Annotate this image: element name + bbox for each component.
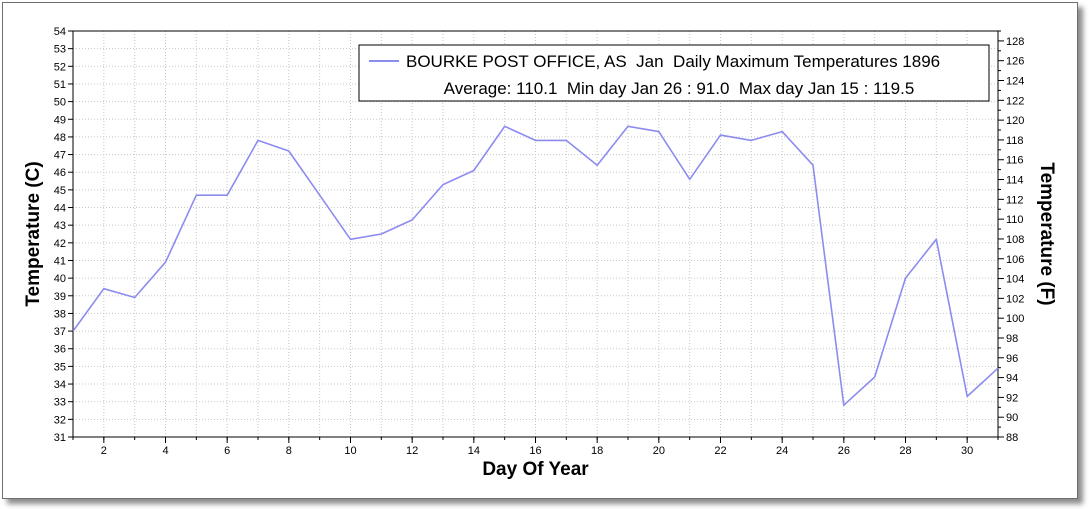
x-tick-label: 4 (162, 445, 168, 457)
x-tick-label: 18 (591, 445, 603, 457)
legend-stats: Average: 110.1 Min day Jan 26 : 91.0 Max… (444, 79, 915, 98)
y-right-tick-label: 100 (1006, 313, 1024, 325)
y-right-tick-label: 94 (1006, 373, 1018, 385)
y-right-tick-label: 126 (1006, 56, 1024, 68)
y-left-tick-label: 50 (54, 97, 66, 109)
y-left-tick-label: 38 (54, 308, 66, 320)
chart-frame: 2 4 6 8 10 12 14 16 18 20 22 24 26 28 30 31 32 33 34 35 36 37… (2, 2, 1078, 499)
x-tick-label: 12 (406, 445, 418, 457)
x-tick-label: 14 (468, 445, 480, 457)
y-left-tick-label: 36 (54, 344, 66, 356)
y-right-tick-label: 118 (1006, 135, 1024, 147)
y-left-tick-label: 51 (54, 79, 66, 91)
y-left-tick-label: 31 (54, 432, 66, 444)
y-left-tick-label: 32 (54, 414, 66, 426)
y-right-tick-label: 106 (1006, 254, 1024, 266)
series-line (72, 125, 999, 407)
x-tick-label: 10 (344, 445, 356, 457)
y-left-tick-label: 45 (54, 185, 66, 197)
y-right-tick-label: 98 (1006, 333, 1018, 345)
y-right-tick-label: 104 (1006, 274, 1024, 286)
legend: BOURKE POST OFFICE, AS Jan Daily Maximum… (358, 44, 990, 102)
y-right-tick-label: 116 (1006, 155, 1024, 167)
x-tick-label: 24 (776, 445, 788, 457)
y-right-tick-label: 112 (1006, 194, 1024, 206)
y-left-tick-label: 42 (54, 238, 66, 250)
x-tick-label: 16 (529, 445, 541, 457)
y-left-tick-label: 41 (54, 255, 66, 267)
y-right-tick-label: 128 (1006, 36, 1024, 48)
y-right-tick-label: 124 (1006, 76, 1024, 88)
x-tick-label: 8 (286, 445, 292, 457)
x-tick-label: 6 (224, 445, 230, 457)
x-tick-label: 22 (714, 445, 726, 457)
legend-title: BOURKE POST OFFICE, AS Jan Daily Maximum… (406, 52, 940, 71)
y-right-tick-label: 108 (1006, 234, 1024, 246)
y-left-tick-label: 33 (54, 397, 66, 409)
legend-box (358, 44, 990, 102)
y-left-tick-label: 39 (54, 291, 66, 303)
y-left-tick-label: 44 (54, 203, 66, 215)
y-left-tick-label: 53 (54, 44, 66, 56)
y-left-tick-label: 37 (54, 326, 66, 338)
x-tick-label: 26 (838, 445, 850, 457)
y-right-tick-label: 120 (1006, 115, 1024, 127)
y-left-tick-label: 47 (54, 150, 66, 162)
y-right-tick-label: 122 (1006, 95, 1024, 107)
y-left-tick-label: 52 (54, 61, 66, 73)
x-tick-label: 2 (101, 445, 107, 457)
y-left-tick-label: 35 (54, 361, 66, 373)
y-left-tick-label: 34 (54, 379, 66, 391)
y-left-tick-label: 48 (54, 132, 66, 144)
x-tick-label: 20 (653, 445, 665, 457)
y-right-tick-label: 114 (1006, 175, 1024, 187)
temperature-chart: 2 4 6 8 10 12 14 16 18 20 22 24 26 28 3031323334353637… (23, 26, 1057, 480)
y-axis-label-right: Temperature (F) (1036, 162, 1057, 305)
y-left-tick-label: 40 (54, 273, 66, 285)
x-tick-label: 28 (899, 445, 911, 457)
y-right-tick-label: 102 (1006, 293, 1024, 305)
y-right-tick-label: 92 (1006, 392, 1018, 404)
y-right-tick-label: 96 (1006, 353, 1018, 365)
y-left-tick-label: 54 (54, 26, 66, 38)
y-left-tick-label: 46 (54, 167, 66, 179)
y-right-tick-label: 110 (1006, 214, 1024, 226)
y-left-tick-label: 49 (54, 114, 66, 126)
y-axis-label-left: Temperature (C) (23, 161, 44, 306)
x-axis-label: Day Of Year (482, 459, 589, 480)
x-tick-label: 30 (961, 445, 973, 457)
y-right-tick-label: 88 (1006, 432, 1018, 444)
y-left-tick-label: 43 (54, 220, 66, 232)
y-right-tick-label: 90 (1006, 412, 1018, 424)
